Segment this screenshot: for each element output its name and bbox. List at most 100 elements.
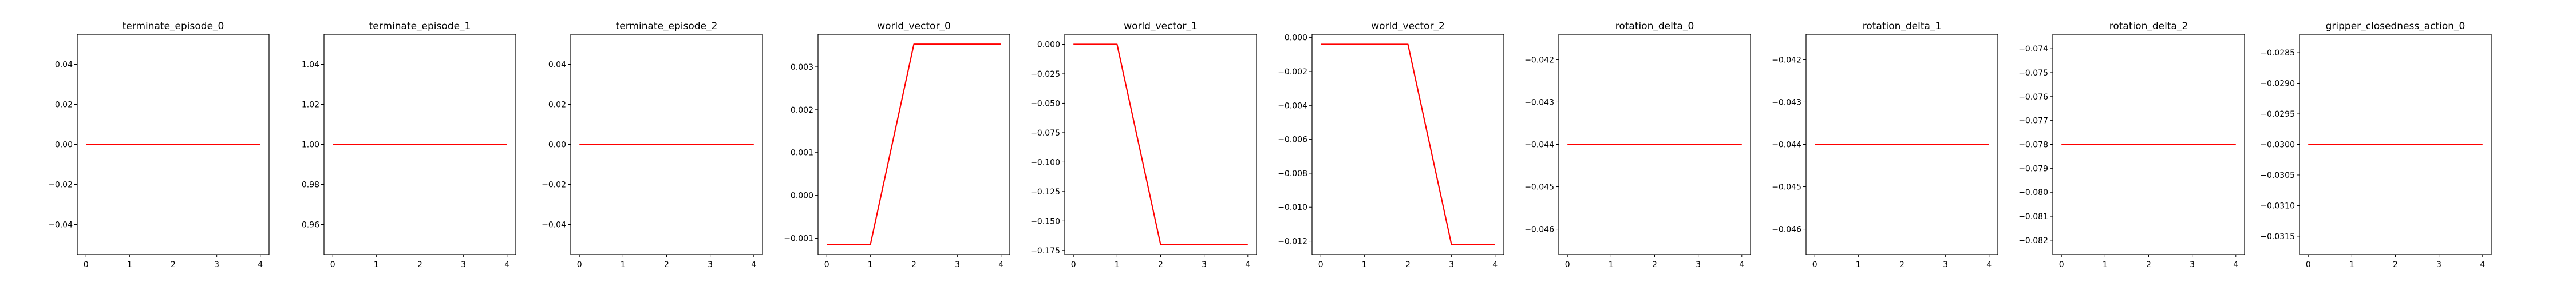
y-tick-label: 1.02 (302, 101, 319, 110)
x-tick-label: 4 (751, 260, 756, 269)
x-tick-label: 4 (998, 260, 1003, 269)
x-tick-label: 0 (1812, 260, 1818, 269)
chart-title: world_vector_0 (877, 21, 951, 32)
x-tick-label: 4 (1739, 260, 1744, 269)
chart-title: world_vector_1 (1124, 21, 1198, 32)
axes-frame (1558, 34, 1751, 255)
x-tick-label: 2 (911, 260, 916, 269)
x-tick-label: 1 (1115, 260, 1120, 269)
y-tick-label: −0.080 (2018, 188, 2048, 197)
y-tick-label: −0.025 (1030, 70, 1060, 79)
chart-title: gripper_closedness_action_0 (2326, 21, 2466, 32)
y-tick-label: −0.175 (1030, 247, 1060, 256)
x-tick-label: 2 (1652, 260, 1657, 269)
x-tick-label: 1 (868, 260, 873, 269)
x-tick-label: 3 (1943, 260, 1948, 269)
y-tick-label: −0.076 (2018, 93, 2048, 102)
subplot-rotation_delta_1: rotation_delta_1 −0.046 −0.045 −0.044 −0.043… (1772, 21, 1998, 269)
y-tick-label: 0.00 (548, 141, 566, 150)
y-tick-label: 0.96 (302, 221, 319, 230)
x-tick-label: 4 (1245, 260, 1250, 269)
axes-frame (570, 34, 763, 255)
y-tick-label: −0.0295 (2260, 110, 2295, 119)
y-tick-label: −0.046 (1524, 225, 1554, 235)
x-tick-label: 4 (258, 260, 263, 269)
y-tick-label: −0.0315 (2260, 232, 2295, 241)
axes-frame (323, 34, 516, 255)
y-tick-label: −0.002 (1278, 67, 1307, 77)
series-line (827, 43, 1001, 245)
y-tick-label: −0.012 (1278, 237, 1307, 247)
y-tick-label: −0.077 (2018, 117, 2048, 126)
chart-title: terminate_episode_2 (616, 21, 718, 32)
x-tick-label: 3 (2190, 260, 2195, 269)
y-tick-label: 0.000 (791, 192, 813, 201)
y-tick-label: −0.001 (784, 235, 813, 244)
y-tick-label: −0.008 (1278, 169, 1307, 178)
x-tick-label: 2 (2146, 260, 2151, 269)
y-tick-label: 0.02 (548, 101, 566, 110)
x-tick-label: 2 (664, 260, 669, 269)
y-tick-label: −0.0305 (2260, 171, 2295, 180)
y-tick-label: −0.010 (1278, 203, 1307, 212)
x-tick-label: 4 (1986, 260, 1992, 269)
series-line (1321, 43, 1495, 245)
chart-title: terminate_episode_0 (123, 21, 224, 32)
x-tick-label: 3 (708, 260, 713, 269)
axes-frame (77, 34, 270, 255)
y-tick-label: 0.00 (55, 141, 73, 150)
subplot-rotation_delta_0: rotation_delta_0 −0.046 −0.045 −0.044 −0.043… (1524, 21, 1751, 269)
chart-title: terminate_episode_1 (369, 21, 471, 32)
subplot-world_vector_1: world_vector_1 0.000 −0.025 −0.050 −0.075 −0.… (1030, 21, 1257, 269)
y-tick-label: 1.00 (302, 141, 319, 150)
x-tick-label: 3 (955, 260, 960, 269)
chart-title: world_vector_2 (1371, 21, 1445, 32)
chart-title: rotation_delta_2 (2109, 21, 2188, 32)
y-tick-label: −0.125 (1030, 188, 1060, 197)
x-tick-label: 1 (127, 260, 132, 269)
subplot-terminate_episode_2: terminate_episode_2 −0.04 −0.02 0.00 0.02 0.0… (542, 21, 763, 269)
y-tick-label: −0.02 (48, 181, 73, 190)
x-tick-label: 0 (1071, 260, 1076, 269)
y-tick-label: −0.042 (1524, 55, 1554, 65)
subplot-world_vector_2: world_vector_2 0.000 −0.002 −0.004 −0.006 −0.… (1278, 21, 1504, 269)
y-tick-label: −0.04 (48, 221, 73, 230)
y-tick-label: 0.04 (548, 61, 566, 70)
x-tick-label: 0 (2059, 260, 2064, 269)
x-tick-label: 1 (2103, 260, 2108, 269)
y-tick-label: −0.046 (1772, 225, 1801, 235)
y-tick-label: −0.081 (2018, 212, 2048, 221)
y-tick-label: 0.04 (55, 61, 73, 70)
y-tick-label: −0.074 (2018, 45, 2048, 54)
y-tick-label: −0.100 (1030, 158, 1060, 167)
y-tick-label: −0.043 (1524, 98, 1554, 107)
y-tick-label: −0.04 (542, 221, 566, 230)
x-tick-label: 1 (1362, 260, 1367, 269)
y-tick-label: −0.0285 (2260, 49, 2295, 58)
axes-frame (2052, 34, 2245, 255)
y-tick-label: −0.082 (2018, 236, 2048, 245)
subplot-world_vector_0: world_vector_0 −0.001 0.000 0.001 0.002 0.003… (784, 21, 1010, 269)
chart-title: rotation_delta_1 (1863, 21, 1942, 32)
y-tick-label: 0.02 (55, 101, 73, 110)
x-tick-label: 3 (1449, 260, 1454, 269)
y-tick-label: −0.043 (1772, 98, 1801, 107)
x-tick-label: 0 (330, 260, 335, 269)
y-tick-label: −0.004 (1278, 101, 1307, 110)
y-tick-label: −0.050 (1030, 99, 1060, 108)
x-tick-label: 4 (1492, 260, 1498, 269)
x-tick-label: 2 (171, 260, 176, 269)
x-tick-label: 1 (1856, 260, 1861, 269)
x-tick-label: 3 (2436, 260, 2441, 269)
x-tick-label: 2 (417, 260, 422, 269)
x-tick-label: 3 (214, 260, 219, 269)
y-tick-label: −0.150 (1030, 217, 1060, 226)
axes-frame (1311, 34, 1504, 255)
y-tick-label: −0.006 (1278, 136, 1307, 145)
x-tick-label: 1 (621, 260, 626, 269)
y-tick-label: −0.042 (1772, 55, 1801, 65)
x-tick-label: 2 (2393, 260, 2398, 269)
y-tick-label: −0.075 (2018, 69, 2048, 78)
chart-title: rotation_delta_0 (1615, 21, 1694, 32)
